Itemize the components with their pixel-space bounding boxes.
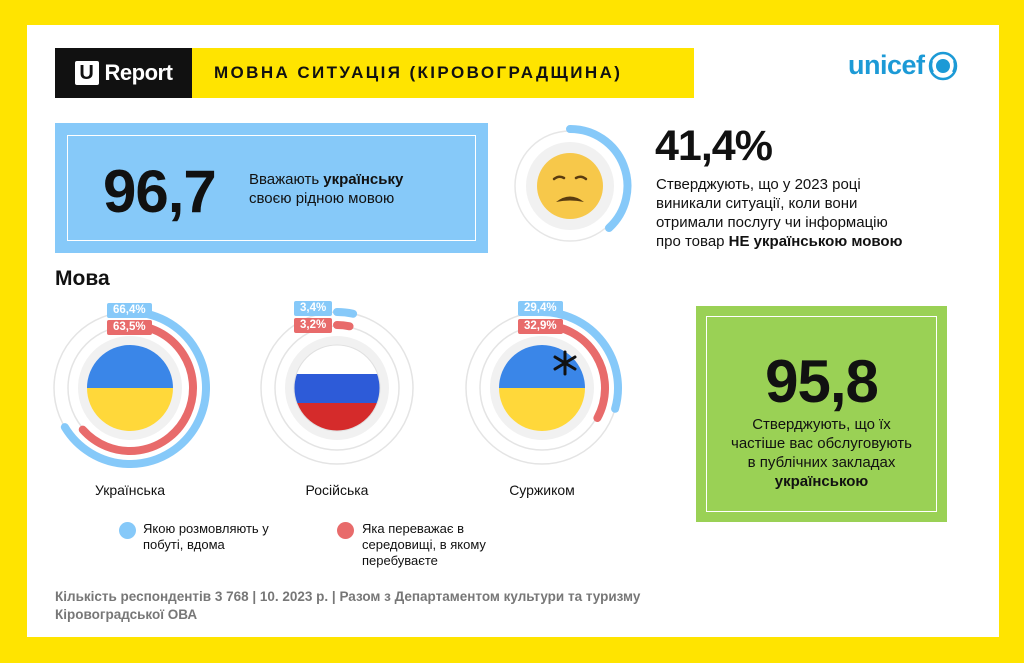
page-title-bar: МОВНА СИТУАЦІЯ (КІРОВОГРАДЩИНА) bbox=[192, 48, 694, 98]
language-ring-russian bbox=[260, 308, 414, 465]
legend-env-text: Яка переважає в середовищі, в якому пере… bbox=[362, 521, 486, 569]
unicef-globe-icon bbox=[928, 51, 957, 80]
sad-face-icon bbox=[537, 153, 603, 219]
surzhyk-label: Суржиком bbox=[509, 482, 575, 498]
environment-usage-arc bbox=[78, 321, 197, 455]
native-language-stat-box: 96,7 Вважають українську своєю рідною мо… bbox=[55, 123, 488, 253]
service-stat-line-4-bold: НЕ українською мовою bbox=[728, 233, 903, 250]
footer-line-2: Кіровоградської ОВА bbox=[55, 607, 198, 622]
public-service-line-4: українською bbox=[707, 472, 936, 491]
russian-home-badge: 3,4% bbox=[294, 301, 333, 316]
public-service-line-1: Стверджують, що їх bbox=[752, 416, 891, 433]
native-language-text-bold: українську bbox=[323, 171, 404, 188]
service-stat-line-3: отримали послугу чи інформацію bbox=[656, 214, 888, 231]
service-stat-description: Стверджують, що у 2023 році виникали сит… bbox=[656, 175, 956, 251]
legend-home-line-2: побуті, вдома bbox=[143, 537, 225, 552]
legend-env-line-2: середовищі, в якому bbox=[362, 537, 486, 552]
home-usage-arc bbox=[60, 308, 210, 468]
ureport-logo-letter: U bbox=[74, 61, 99, 85]
infographic-card: U Report МОВНА СИТУАЦІЯ (КІРОВОГРАДЩИНА)… bbox=[27, 25, 999, 637]
public-service-description: Стверджують, що їх частіше вас обслугову… bbox=[707, 415, 936, 491]
public-service-stat-frame: 95,8 Стверджують, що їх частіше вас обсл… bbox=[706, 316, 937, 512]
surzhyk-home-badge: 29,4% bbox=[518, 301, 563, 316]
native-language-text-after: своєю рідною мовою bbox=[249, 190, 395, 207]
public-service-line-2: частіше вас обслуговують bbox=[731, 435, 912, 452]
native-language-text-before: Вважають bbox=[249, 171, 324, 188]
service-stat-gauge bbox=[514, 124, 632, 242]
legend-home-text: Якою розмовляють у побуті, вдома bbox=[143, 521, 269, 553]
legend-env-line-1: Яка переважає в bbox=[362, 521, 465, 536]
public-service-value: 95,8 bbox=[765, 348, 879, 415]
asterisk-icon bbox=[553, 350, 577, 376]
public-service-stat-box: 95,8 Стверджують, що їх частіше вас обсл… bbox=[696, 306, 947, 522]
home-usage-arc bbox=[333, 308, 358, 318]
footer-line-1: Кількість респондентів 3 768 | 10. 2023 … bbox=[55, 589, 641, 604]
legend-home-dot bbox=[119, 522, 136, 539]
service-stat-line-4: про товар НЕ українською мовою bbox=[656, 232, 956, 251]
legend-env-dot bbox=[337, 522, 354, 539]
language-ring-ukrainian bbox=[53, 308, 210, 468]
russia-flag-icon bbox=[293, 344, 381, 432]
unicef-logo-text: unicef bbox=[848, 50, 925, 80]
unicef-logo: unicef bbox=[848, 50, 958, 81]
service-gauge-arc bbox=[566, 124, 632, 232]
environment-usage-arc bbox=[333, 321, 354, 331]
public-service-line-3: в публічних закладах bbox=[747, 454, 896, 471]
ukrainian-home-badge: 66,4% bbox=[107, 303, 152, 318]
section-title: Мова bbox=[55, 267, 110, 290]
service-stat-value: 41,4% bbox=[655, 122, 773, 170]
legend-env-line-3: перебуваєте bbox=[362, 553, 438, 568]
native-language-value: 96,7 bbox=[103, 158, 217, 225]
footer-note: Кількість респондентів 3 768 | 10. 2023 … bbox=[55, 588, 815, 624]
service-stat-line-1: Стверджують, що у 2023 році bbox=[656, 176, 861, 193]
service-stat-line-4-prefix: про товар bbox=[656, 233, 729, 250]
public-service-bold: українською bbox=[774, 473, 869, 490]
ukrainian-env-badge: 63,5% bbox=[107, 320, 152, 335]
ureport-logo: U Report bbox=[55, 48, 192, 98]
russian-label: Російська bbox=[305, 482, 369, 498]
ukrainian-label: Українська bbox=[94, 482, 166, 498]
surzhyk-env-badge: 32,9% bbox=[518, 319, 563, 334]
service-stat-line-2: виникали ситуації, коли вони bbox=[656, 195, 858, 212]
ukraine-flag-icon bbox=[87, 345, 173, 431]
native-language-stat-frame: 96,7 Вважають українську своєю рідною мо… bbox=[67, 135, 476, 241]
language-ring-surzhyk bbox=[465, 308, 622, 465]
legend-home-line-1: Якою розмовляють у bbox=[143, 521, 269, 536]
native-language-description: Вважають українську своєю рідною мовою bbox=[249, 170, 459, 208]
ureport-logo-text: Report bbox=[104, 60, 173, 85]
russian-env-badge: 3,2% bbox=[294, 318, 333, 333]
page-title: МОВНА СИТУАЦІЯ (КІРОВОГРАДЩИНА) bbox=[214, 63, 623, 82]
